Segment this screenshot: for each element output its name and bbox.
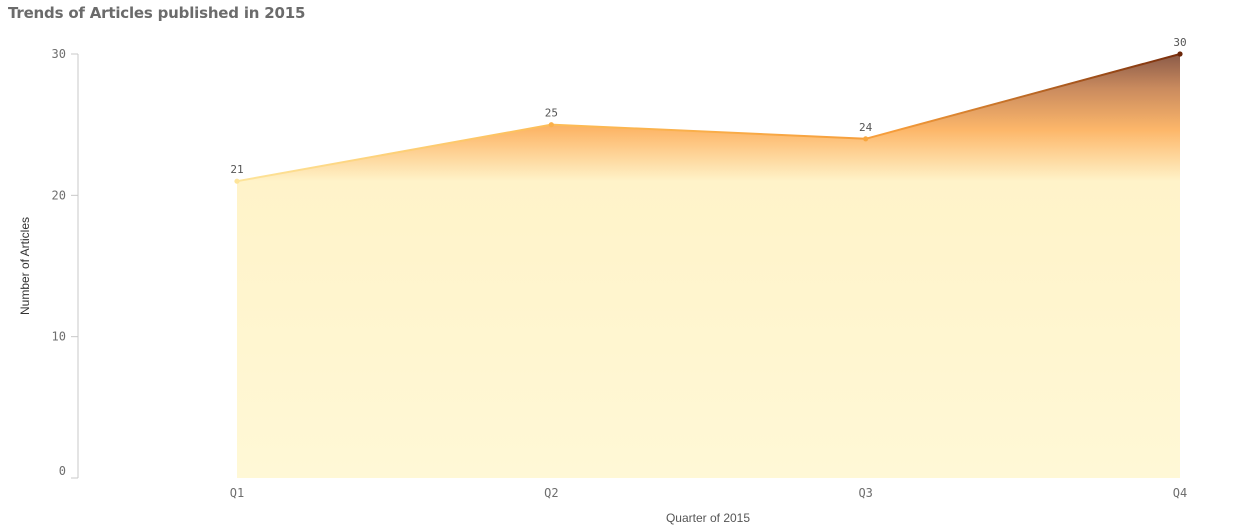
- series-line: [236, 53, 1181, 183]
- data-label: 30: [1173, 36, 1186, 49]
- data-label: 21: [230, 163, 243, 176]
- chart-title: Trends of Articles published in 2015: [8, 4, 306, 22]
- axes: 0 10 20 30 Q1 Q2 Q3 Q4: [52, 47, 1188, 500]
- data-label: 24: [859, 121, 873, 134]
- y-tick-label: 30: [52, 47, 66, 61]
- x-axis-label: Quarter of 2015: [666, 511, 750, 525]
- x-tick-label: Q4: [1173, 486, 1187, 500]
- data-point: [548, 122, 554, 128]
- data-label: 25: [545, 107, 558, 120]
- y-tick-label: 20: [52, 188, 66, 202]
- x-tick-label: Q1: [230, 486, 244, 500]
- data-point: [234, 178, 240, 184]
- marks: 21 25 24 30: [230, 36, 1187, 478]
- x-tick-label: Q2: [544, 486, 558, 500]
- data-point: [863, 136, 869, 142]
- data-point: [1177, 51, 1183, 57]
- y-tick-label: 0: [59, 464, 66, 478]
- y-axis-label: Number of Articles: [18, 217, 32, 315]
- area-fill: [237, 54, 1180, 478]
- x-tick-label: Q3: [858, 486, 872, 500]
- y-tick-label: 10: [52, 330, 66, 344]
